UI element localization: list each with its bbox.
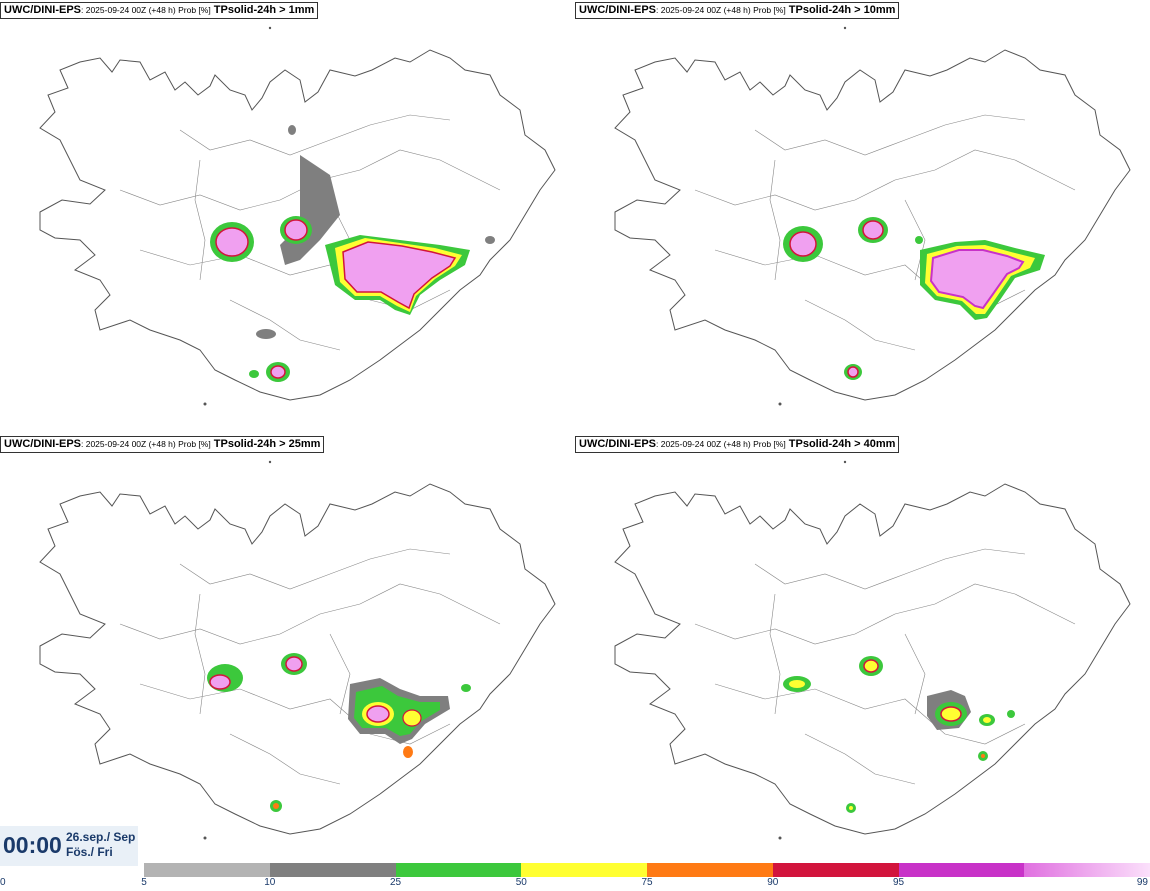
- legend-tick-label: 5: [141, 877, 147, 888]
- legend-tick-labels: 0 5 10 25 50 75 90 95 99: [0, 877, 1150, 891]
- legend-tick-label: 95: [892, 877, 905, 888]
- legend-tick-label: 0: [0, 877, 6, 888]
- valid-date-line-1: 26.sep./ Sep: [66, 830, 136, 844]
- parameter-label: TPsolid-24h > 10mm: [788, 4, 896, 16]
- legend-swatch: [521, 863, 647, 877]
- shading-magenta: [929, 249, 1025, 310]
- iceland-map: [39, 26, 556, 407]
- model-name: UWC/DINI-EPS: [4, 438, 81, 450]
- shading-yellow: [940, 706, 962, 722]
- panel-title: UWC/DINI-EPS: 2025-09-24 00Z (+48 h) Pro…: [0, 436, 325, 453]
- map-panel-25mm: UWC/DINI-EPS: 2025-09-24 00Z (+48 h) Pro…: [0, 434, 575, 866]
- panel-title: UWC/DINI-EPS: 2025-09-24 00Z (+48 h) Pro…: [575, 436, 900, 453]
- shading-yellow: [863, 659, 879, 673]
- map-panel-10mm: UWC/DINI-EPS: 2025-09-24 00Z (+48 h) Pro…: [575, 0, 1150, 432]
- shading-orange: [981, 754, 985, 758]
- legend-tick-label: 50: [515, 877, 527, 888]
- run-info: : 2025-09-24 00Z (+48 h) Prob [%]: [81, 439, 211, 449]
- legend-tick-label: 10: [264, 877, 276, 888]
- run-info: : 2025-09-24 00Z (+48 h) Prob [%]: [81, 5, 211, 15]
- iceland-map: [614, 26, 1131, 407]
- map-panel-40mm: UWC/DINI-EPS: 2025-09-24 00Z (+48 h) Pro…: [575, 434, 1150, 866]
- legend-tick-label: 99: [1136, 877, 1148, 888]
- legend-swatch: [395, 863, 522, 877]
- legend-swatch: [898, 863, 1025, 877]
- legend-tick-label: 25: [389, 877, 402, 888]
- shading-magenta: [342, 241, 457, 310]
- probability-color-legend: [144, 863, 1150, 877]
- model-name: UWC/DINI-EPS: [579, 4, 656, 16]
- panel-title: UWC/DINI-EPS: 2025-09-24 00Z (+48 h) Pro…: [575, 2, 900, 19]
- shading-orange: [273, 803, 279, 809]
- shading-magenta: [789, 231, 817, 257]
- shading-orange: [403, 746, 413, 758]
- valid-time-box: 00:00 26.sep./ Sep Fös./ Fri: [0, 826, 138, 866]
- shading-yellow: [983, 717, 991, 723]
- iceland-map: [39, 460, 556, 840]
- shading-gray: [288, 125, 296, 135]
- shading-magenta: [862, 220, 884, 240]
- valid-date-line-2: Fös./ Fri: [66, 845, 113, 859]
- shading-green: [461, 684, 471, 692]
- iceland-map: [614, 460, 1131, 840]
- valid-time-clock: 00:00: [3, 832, 62, 858]
- shading-magenta: [285, 656, 303, 672]
- run-info: : 2025-09-24 00Z (+48 h) Prob [%]: [656, 439, 786, 449]
- valid-date: 26.sep./ Sep Fös./ Fri: [66, 830, 135, 860]
- shading-green: [1007, 710, 1015, 718]
- legend-tick-label: 75: [641, 877, 653, 888]
- shading-magenta: [209, 674, 231, 690]
- shading-green: [249, 370, 259, 378]
- shading-magenta: [366, 705, 390, 723]
- shading-magenta: [284, 219, 308, 241]
- legend-swatch: [772, 863, 899, 877]
- model-name: UWC/DINI-EPS: [4, 4, 81, 16]
- shading-yellow: [789, 680, 805, 688]
- parameter-label: TPsolid-24h > 40mm: [788, 438, 896, 450]
- map-panel-1mm: UWC/DINI-EPS: 2025-09-24 00Z (+48 h) Pro…: [0, 0, 575, 432]
- shading-yellow: [849, 806, 853, 810]
- parameter-label: TPsolid-24h > 1mm: [213, 4, 315, 16]
- legend-swatch: [144, 863, 270, 877]
- shading-magenta: [847, 366, 859, 378]
- legend-swatch: [269, 863, 396, 877]
- shading-gray: [485, 236, 495, 244]
- legend-swatch: [647, 863, 773, 877]
- parameter-label: TPsolid-24h > 25mm: [213, 438, 321, 450]
- panel-title: UWC/DINI-EPS: 2025-09-24 00Z (+48 h) Pro…: [0, 2, 319, 19]
- shading-magenta: [215, 227, 249, 257]
- shading-yellow: [402, 709, 422, 727]
- shading-magenta: [270, 365, 286, 379]
- legend-tick-label: 90: [767, 877, 779, 888]
- run-info: : 2025-09-24 00Z (+48 h) Prob [%]: [656, 5, 786, 15]
- model-name: UWC/DINI-EPS: [579, 438, 656, 450]
- shading-green: [915, 236, 923, 244]
- shading-gray: [256, 329, 276, 339]
- legend-swatch: [1024, 863, 1150, 877]
